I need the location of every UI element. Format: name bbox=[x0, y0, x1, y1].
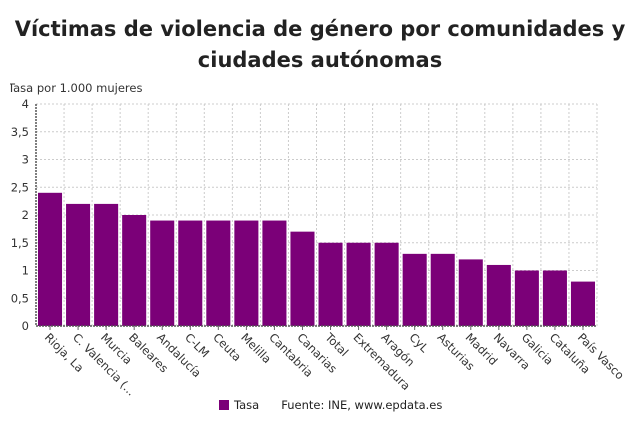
bar bbox=[262, 220, 287, 326]
bar bbox=[514, 270, 539, 326]
bar bbox=[206, 220, 231, 326]
y-tick-label: 0 bbox=[22, 319, 29, 333]
y-tick-label: 3 bbox=[22, 153, 29, 167]
y-tick-label: 4 bbox=[22, 97, 29, 111]
x-tick-label: Ceuta bbox=[210, 330, 244, 364]
bar bbox=[570, 281, 595, 326]
bar bbox=[234, 220, 259, 326]
bar bbox=[430, 253, 455, 326]
legend: Tasa Fuente: INE, www.epdata.es bbox=[219, 398, 442, 412]
bar bbox=[374, 242, 399, 326]
bar bbox=[318, 242, 343, 326]
bar bbox=[290, 231, 315, 326]
bar bbox=[178, 220, 203, 326]
y-axis-label: Tasa por 1.000 mujeres bbox=[8, 81, 143, 95]
bar bbox=[122, 215, 147, 326]
legend-swatch bbox=[219, 400, 229, 410]
y-tick-label: 1 bbox=[22, 264, 29, 278]
label-clip bbox=[0, 0, 10, 340]
y-tick-label: 2 bbox=[22, 208, 29, 222]
bar bbox=[402, 253, 427, 326]
legend-label: Tasa bbox=[234, 398, 260, 412]
bar bbox=[150, 220, 175, 326]
chart-title: Víctimas de violencia de género por comu… bbox=[14, 17, 626, 72]
y-tick-label: 3,5 bbox=[11, 125, 29, 139]
bar bbox=[458, 259, 483, 326]
y-tick-label: 2,5 bbox=[11, 180, 29, 194]
y-tick-label: 1,5 bbox=[11, 236, 29, 250]
bar bbox=[486, 264, 511, 326]
bar bbox=[542, 270, 567, 326]
bar bbox=[346, 242, 371, 326]
y-tick-label: 0,5 bbox=[11, 291, 29, 305]
bar bbox=[66, 203, 91, 326]
source-note: Fuente: INE, www.epdata.es bbox=[281, 398, 443, 412]
bar bbox=[94, 203, 119, 326]
x-tick-label: Melilla bbox=[238, 330, 274, 366]
bar bbox=[38, 192, 63, 326]
